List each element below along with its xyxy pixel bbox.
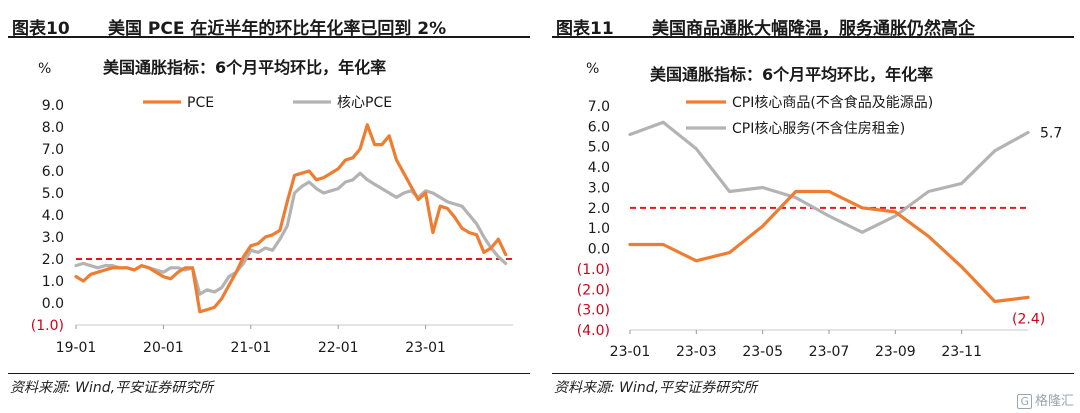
footer-rule [8,373,530,374]
legend-label: 核心PCE [337,95,392,111]
figure-label: 图表11 [556,19,614,39]
y-tick-label: (4.0) [577,323,610,339]
y-tick-label: 5.0 [588,140,610,156]
x-tick-label: 23-11 [941,344,982,360]
legend-label: PCE [187,95,214,111]
watermark-text: 格隆汇 [1034,394,1074,409]
series-line-1 [628,120,1030,234]
legend-label: CPI核心商品(不含食品及能源品) [732,94,933,111]
y-tick-label: (1.0) [577,262,610,278]
y-tick-label: 0.0 [42,296,64,312]
y-tick-label: 8.0 [42,120,64,136]
series-end-label: (2.4) [1012,311,1045,327]
series-end-label: 5.7 [1040,125,1062,141]
footer-rule [552,373,1074,374]
y-tick-label: 1.0 [42,274,64,290]
y-tick-label: 7.0 [42,142,64,158]
legend-label: CPI核心服务(不含住房租金) [732,121,905,137]
series-line-0 [628,189,1030,304]
header-rule [8,36,530,38]
y-tick-label: 0.0 [588,242,610,258]
x-tick-label: 23-05 [742,344,783,360]
y-tick-label: (3.0) [577,303,610,319]
figure-title: 美国商品通胀大幅降温，服务通胀仍然高企 [652,19,975,39]
watermark: G 格隆汇 [1017,390,1074,409]
y-tick-label: (1.0) [31,318,64,334]
x-tick-label: 23-07 [809,344,850,360]
y-axis-unit: % [586,61,599,77]
figure-label: 图表10 [12,19,70,39]
source-note: 资料来源: Wind,平安证券研究所 [554,380,758,396]
y-tick-label: 7.0 [588,99,610,115]
chart-title: 美国通胀指标：6个月平均环比，年化率 [650,65,933,84]
source-note: 资料来源: Wind,平安证券研究所 [10,380,214,396]
figure-header: 图表11 美国商品通胀大幅降温，服务通胀仍然高企 [552,6,1074,39]
x-tick-label: 23-01 [610,344,651,360]
x-tick-label: 20-01 [143,340,184,356]
x-tick-label: 21-01 [230,340,271,356]
header-rule [552,36,1074,38]
y-axis-unit: % [38,61,51,77]
y-tick-label: 3.0 [588,180,610,196]
x-tick-label: 22-01 [318,340,359,356]
figure-title: 美国 PCE 在近半年的环比年化率已回到 2% [108,19,447,39]
figure-10: 图表10 美国 PCE 在近半年的环比年化率已回到 2% 美国通胀指标：6个月平… [8,0,530,413]
x-tick-label: 19-01 [56,340,97,356]
y-tick-label: 4.0 [588,160,610,176]
watermark-logo-icon: G [1017,394,1032,409]
pce-line-chart: 美国通胀指标：6个月平均环比，年化率% (1.0) 0.0 1.0 2.0 3.0 4.0 5… [31,58,513,356]
y-tick-label: 5.0 [42,186,64,202]
figure-header: 图表10 美国 PCE 在近半年的环比年化率已回到 2% [8,6,530,39]
x-tick-label: 23-03 [676,344,717,360]
figure-11: 图表11 美国商品通胀大幅降温，服务通胀仍然高企 美国通胀指标：6个月平均环比，… [552,0,1074,413]
y-tick-label: 4.0 [42,208,64,224]
y-tick-label: 6.0 [42,164,64,180]
chart-title: 美国通胀指标：6个月平均环比，年化率 [103,58,386,77]
y-tick-label: 6.0 [588,119,610,135]
y-tick-label: 1.0 [588,221,610,237]
y-tick-label: 9.0 [42,98,64,114]
cpi-core-line-chart: 美国通胀指标：6个月平均环比，年化率% (4.0) (3.0) (2.0) (1.0) 0… [577,61,1062,360]
y-tick-label: (2.0) [577,282,610,298]
y-tick-label: 3.0 [42,230,64,246]
x-tick-label: 23-01 [405,340,446,356]
y-tick-label: 2.0 [588,201,610,217]
x-tick-label: 23-09 [875,344,916,360]
y-tick-label: 2.0 [42,252,64,268]
series-line-0 [74,123,508,314]
